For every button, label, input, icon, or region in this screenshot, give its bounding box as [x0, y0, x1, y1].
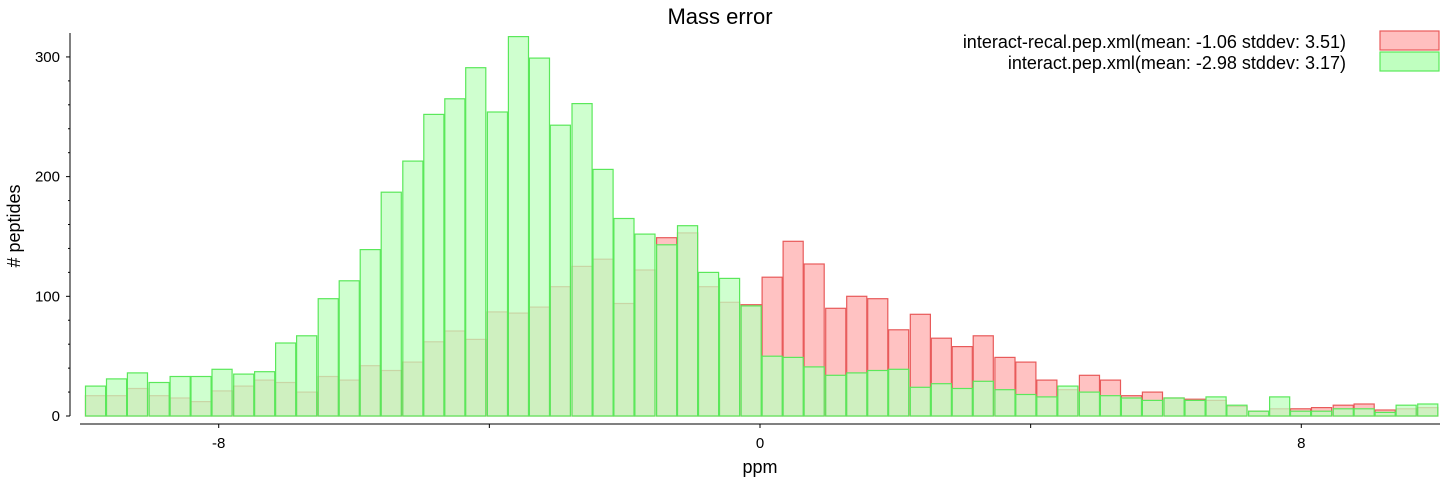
bar-series-1-bin-59: [1332, 408, 1354, 417]
bar-series-1-bin-33: [782, 356, 804, 417]
y-axis-label: # peptides: [4, 184, 24, 267]
bar-series-1-bin-61: [1374, 411, 1396, 417]
bar-series-1-bin-46: [1057, 385, 1079, 417]
bar-series-1-bin-34: [803, 366, 825, 417]
bar-series-1-bin-58: [1310, 410, 1333, 417]
bar-series-1-bin-30: [718, 277, 741, 417]
bar-series-1-bin-16: [423, 113, 445, 417]
bar-series-1-bin-42: [972, 380, 994, 417]
legend: interact-recal.pep.xml(mean: -1.06 stdde…: [963, 30, 1440, 73]
y-tick-label: 300: [35, 49, 60, 66]
bar-series-1-bin-41: [951, 387, 973, 417]
bar-series-1-bin-52: [1184, 399, 1206, 417]
bar-series-1-bin-7: [233, 373, 255, 417]
bar-series-1-bin-47: [1078, 391, 1101, 417]
bar-series-1-bin-38: [887, 368, 910, 417]
bar-series-1-bin-50: [1141, 399, 1164, 417]
bar-series-1-bin-32: [761, 355, 783, 417]
bar-series-1-bin-13: [359, 249, 381, 417]
bar-series-1-bin-44: [1015, 393, 1037, 417]
bar-series-1-bin-0: [84, 385, 107, 417]
bar-series-1-bin-5: [190, 375, 212, 417]
bar-series-1-bin-26: [634, 233, 656, 417]
bar-series-1-bin-6: [211, 368, 233, 417]
bar-series-1-bin-1: [105, 378, 128, 417]
bar-series-1-bin-19: [486, 111, 509, 417]
bar-series-1-bin-11: [317, 298, 339, 417]
bar-series-1-bin-49: [1120, 397, 1143, 417]
bar-series-1-bin-9: [275, 342, 297, 417]
bar-series-1-bin-23: [571, 102, 593, 417]
bar-series-1-bin-28: [676, 225, 699, 417]
bar-series-1-bin-40: [930, 383, 952, 417]
chart-title: Mass error: [667, 4, 772, 29]
bar-series-1-bin-36: [846, 372, 868, 417]
bar-series-1-bin-56: [1268, 396, 1291, 417]
x-axis-label: ppm: [742, 457, 777, 477]
bar-series-1-bin-51: [1163, 397, 1185, 417]
legend-entry-1: interact.pep.xml(mean: -2.98 stddev: 3.1…: [1008, 53, 1346, 73]
bar-series-1-bin-37: [867, 369, 889, 417]
bar-series-1-bin-18: [465, 67, 487, 417]
bar-series-1-bin-17: [444, 98, 466, 417]
bar-series-1-bin-35: [825, 374, 847, 417]
bar-series-1-bin-27: [655, 244, 678, 417]
x-tick-label: 8: [1297, 435, 1305, 452]
bar-series-1-bin-14: [380, 191, 402, 417]
bar-series-1-bin-8: [254, 371, 276, 417]
bar-series-1-bin-45: [1036, 396, 1058, 417]
bar-series-1-bin-25: [613, 217, 635, 417]
bar-series-1-bin-21: [528, 57, 551, 417]
y-tick-label: 100: [35, 288, 60, 305]
bar-series-1-bin-39: [909, 386, 931, 417]
bar-series-1-bin-48: [1099, 395, 1122, 417]
bar-series-1-bin-62: [1395, 404, 1417, 417]
bars-layer: [84, 35, 1439, 417]
legend-entry-0: interact-recal.pep.xml(mean: -1.06 stdde…: [963, 32, 1346, 52]
x-ticks-layer: -8 0 8: [212, 424, 1305, 452]
bar-series-1-bin-57: [1289, 410, 1312, 417]
bar-series-1-bin-55: [1247, 410, 1270, 417]
y-tick-label: 0: [52, 408, 60, 425]
bar-series-1-bin-10: [296, 335, 318, 417]
bar-series-1-bin-12: [338, 280, 360, 417]
bar-series-1-bin-54: [1226, 404, 1248, 417]
bar-series-1-bin-24: [592, 168, 614, 417]
bar-series-1-bin-29: [697, 271, 720, 417]
y-tick-label: 200: [35, 169, 60, 186]
bar-series-1-bin-60: [1353, 408, 1375, 417]
x-tick-label: 0: [756, 435, 764, 452]
legend-swatch-0: [1379, 30, 1440, 51]
bar-series-1-bin-2: [126, 372, 149, 417]
y-ticks-layer: 0 100 200 300: [35, 49, 70, 425]
bar-series-1-bin-31: [740, 305, 762, 417]
bar-series-1-bin-22: [549, 124, 571, 417]
bar-series-1-bin-3: [148, 381, 170, 417]
bar-series-1-bin-20: [507, 35, 530, 417]
bar-series-1-bin-53: [1205, 396, 1227, 417]
bar-series-1-bin-4: [169, 375, 191, 417]
bar-series-1-bin-15: [402, 160, 424, 417]
bar-series-1-bin-63: [1417, 403, 1439, 417]
bar-series-1-bin-43: [994, 389, 1016, 417]
legend-swatch-1: [1379, 51, 1440, 72]
x-tick-label: -8: [212, 435, 225, 452]
